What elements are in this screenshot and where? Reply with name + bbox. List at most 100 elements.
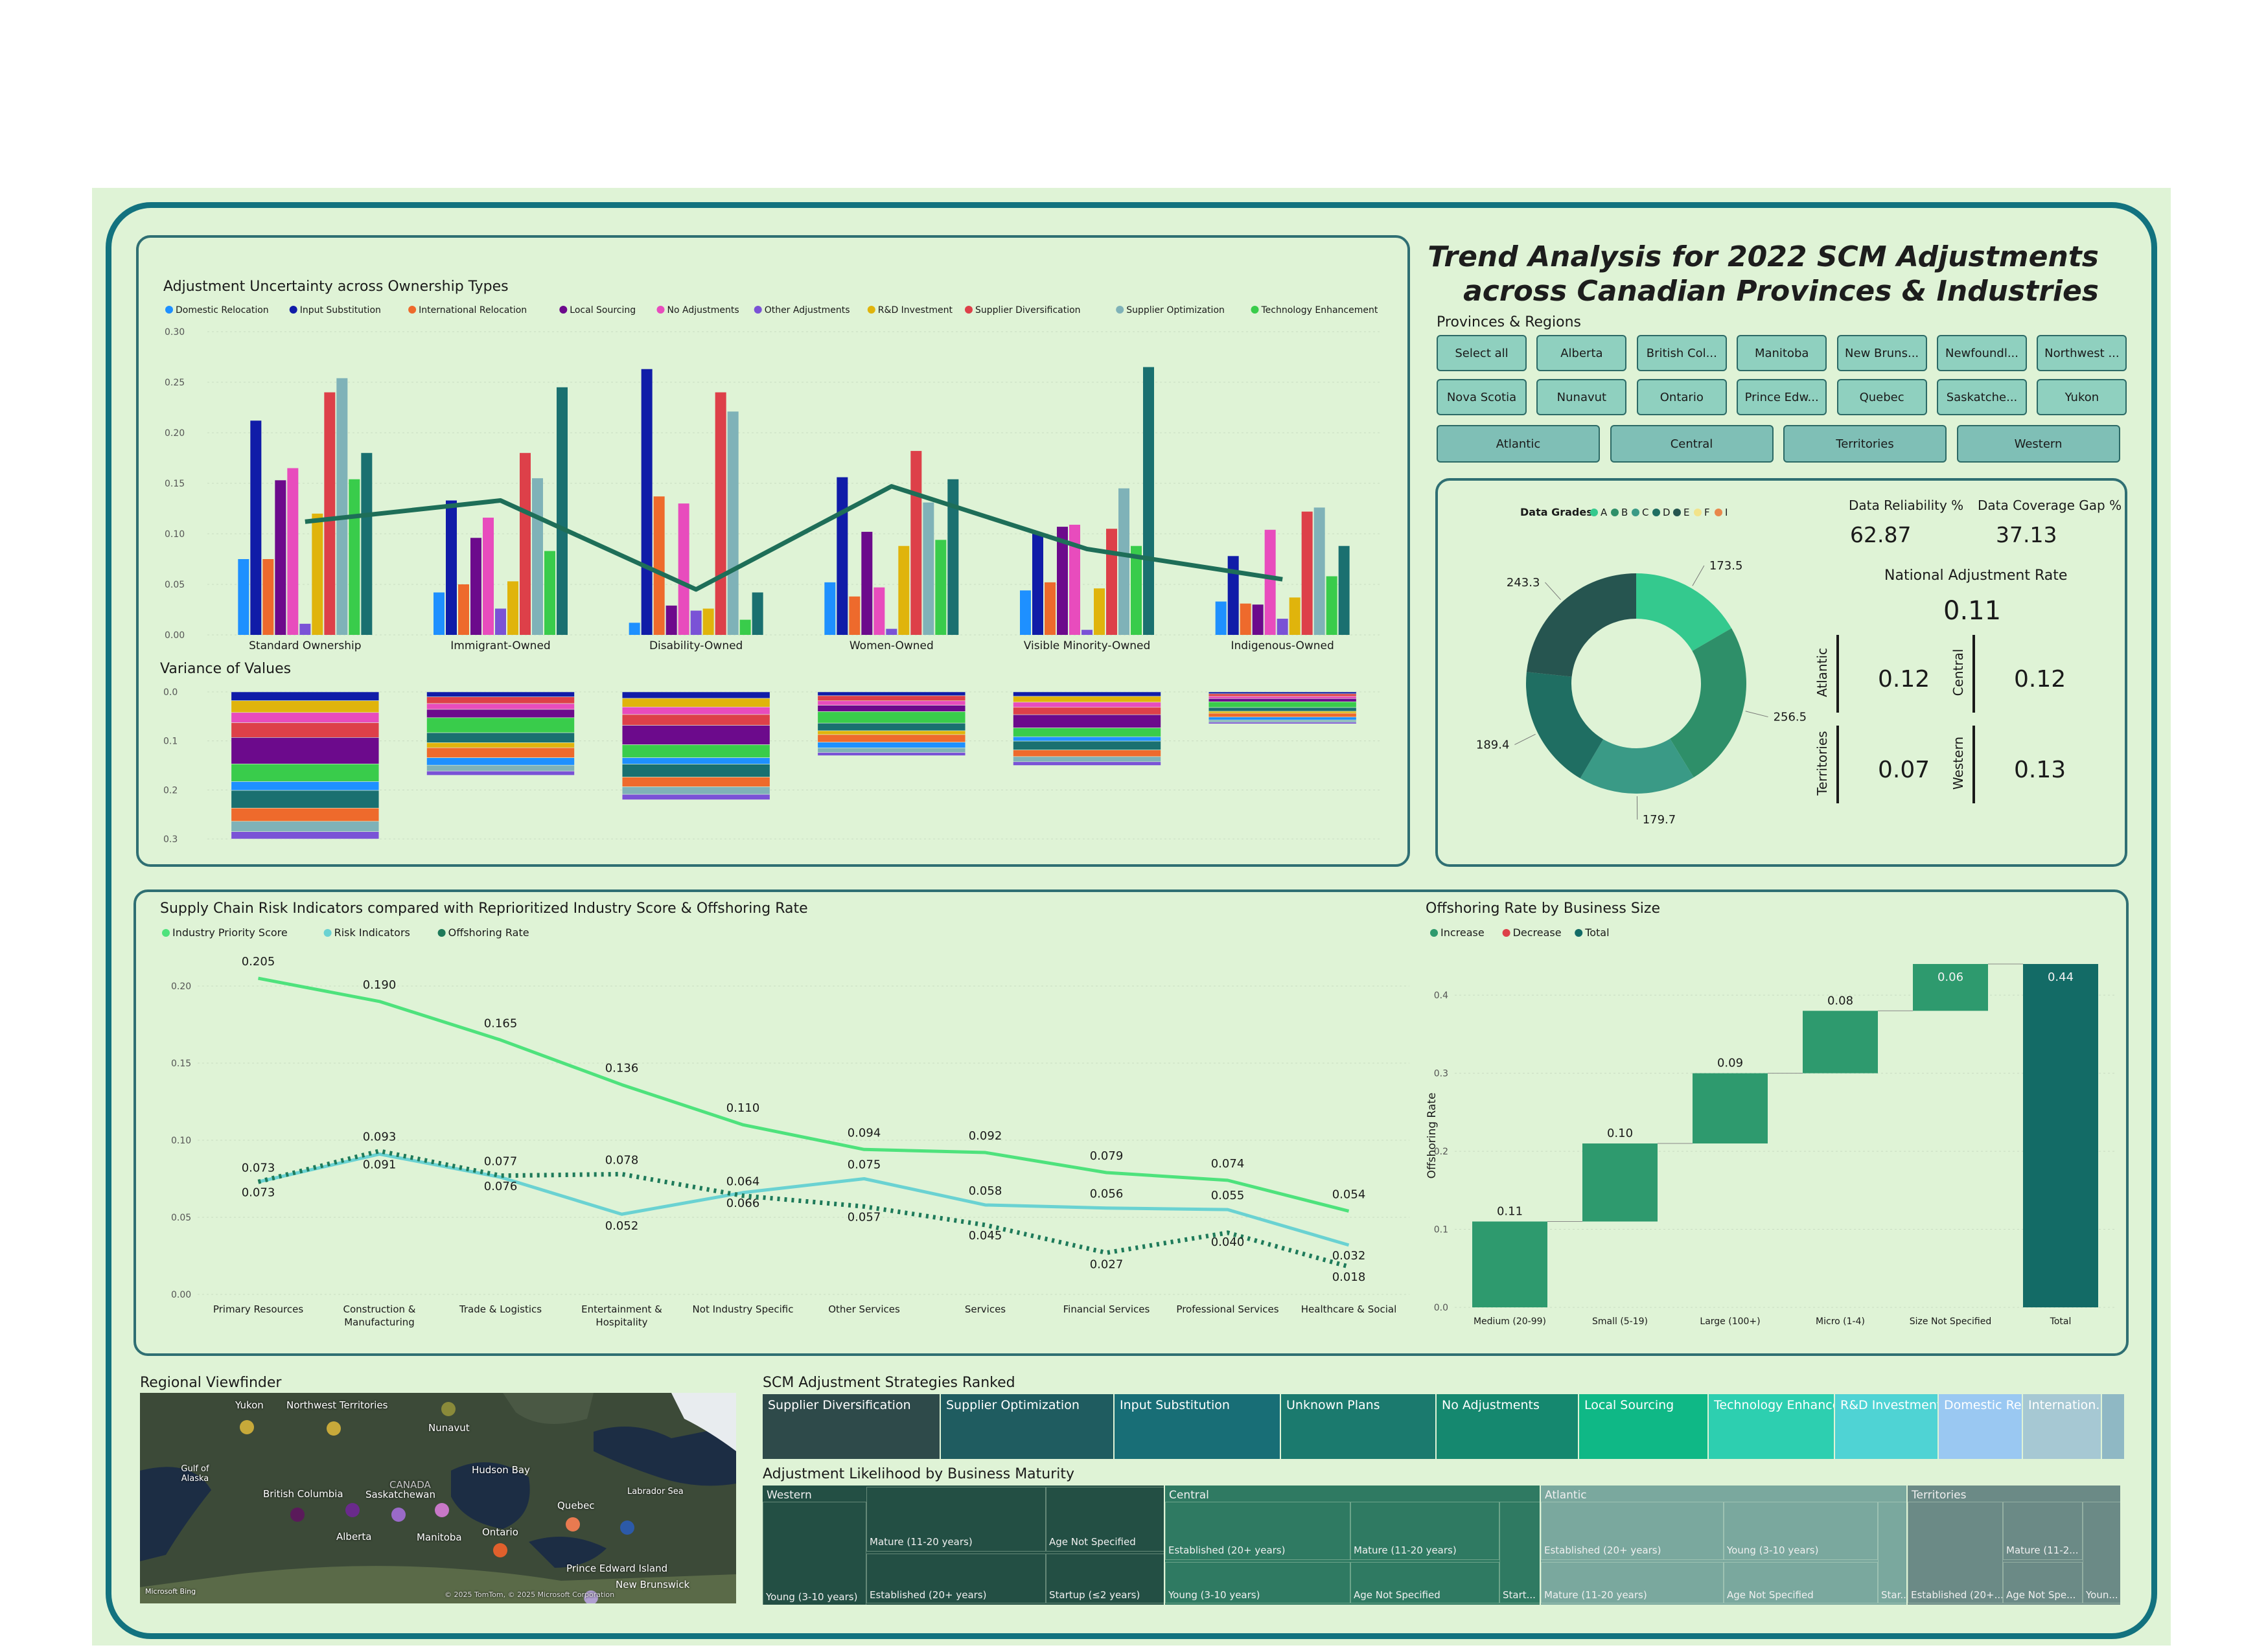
strategy-tile-8[interactable]: Domestic Rel... <box>1939 1394 2023 1459</box>
donut-legend-label-3: D <box>1663 507 1671 518</box>
bar-3-0 <box>824 582 836 635</box>
slicer-button-8[interactable]: Nunavut <box>1536 379 1627 415</box>
wf-legend-label-2: Total <box>1584 926 1609 939</box>
risk-line-chart[interactable]: Industry Priority Score Risk Indicators Of… <box>149 919 1419 1333</box>
bar-2-1 <box>641 369 653 635</box>
maturity-cell-0-0[interactable] <box>763 1502 866 1605</box>
strategy-tile-9[interactable]: Internation... <box>2023 1394 2102 1459</box>
line-series-0 <box>258 976 1350 1213</box>
slicer-button-0[interactable]: Select all <box>1437 335 1527 371</box>
slicer-button-2[interactable]: British Col... <box>1636 335 1727 371</box>
maturity-cell-1-2[interactable] <box>1350 1502 1499 1560</box>
slicer-button-3[interactable]: Manitoba <box>1737 335 1827 371</box>
maturity-cell-3-1[interactable] <box>2003 1502 2083 1560</box>
line-data-label-2-1: 0.093 <box>363 1130 397 1144</box>
slicer-button-11[interactable]: Quebec <box>1836 379 1927 415</box>
wf-bar-2 <box>1693 1073 1768 1144</box>
maturity-cell-0-4[interactable] <box>1046 1554 1164 1603</box>
line-ytick-4: 0.00 <box>171 1290 191 1300</box>
maturity-cell-0-2[interactable] <box>866 1554 1046 1603</box>
region-button-0[interactable]: Atlantic <box>1437 425 1600 463</box>
data-grades-donut[interactable]: Data Grades A B C D E F I 173.5 256.5 179.7 189.4 24… <box>1445 492 1847 855</box>
maturity-cell-2-0[interactable] <box>1541 1502 1724 1560</box>
strategy-tile-3[interactable]: Unknown Plans <box>1281 1394 1437 1459</box>
map-label-manitoba: Manitoba <box>417 1532 462 1543</box>
map-marker-saskatchewan[interactable] <box>391 1508 406 1522</box>
map-marker-nwt[interactable] <box>327 1421 341 1436</box>
map-marker-ontario[interactable] <box>493 1543 507 1557</box>
bar-3-8 <box>923 502 934 635</box>
variance-seg-4-5 <box>1013 728 1161 737</box>
strategy-tile-7[interactable]: R&D Investment <box>1835 1394 1939 1459</box>
line-xtick-8-0: Professional Services <box>1176 1303 1278 1315</box>
slicer-button-7[interactable]: Nova Scotia <box>1437 379 1527 415</box>
slicer-button-9[interactable]: Ontario <box>1636 379 1727 415</box>
maturity-group-3[interactable] <box>1908 1486 2122 1605</box>
variance-seg-2-0 <box>621 691 770 699</box>
maturity-cell-2-3[interactable] <box>1724 1562 1878 1603</box>
map-marker-manitoba[interactable] <box>435 1503 449 1517</box>
strategy-tile-1[interactable]: Supplier Optimization <box>941 1394 1115 1459</box>
legend-marker-5 <box>754 306 762 314</box>
map-marker-bc[interactable] <box>290 1508 305 1522</box>
region-button-2[interactable]: Territories <box>1783 425 1947 463</box>
maturity-cell-3-0[interactable] <box>1908 1502 2003 1603</box>
region-divider-1 <box>1972 635 1975 713</box>
maturity-cell-2-2[interactable] <box>1724 1502 1878 1560</box>
strategy-tile-10[interactable] <box>2102 1394 2125 1459</box>
strategy-tile-6[interactable]: Technology Enhance... <box>1709 1394 1835 1459</box>
regional-map[interactable]: Yukon Northwest Territories Nunavut Gulf… <box>140 1393 736 1603</box>
strategy-tile-2[interactable]: Input Substitution <box>1115 1394 1281 1459</box>
map-marker-nunavut[interactable] <box>441 1402 456 1416</box>
strategy-tile-0[interactable]: Supplier Diversification <box>763 1394 941 1459</box>
map-marker-nb[interactable] <box>620 1520 634 1535</box>
maturity-group-1[interactable] <box>1165 1486 1541 1605</box>
maturity-cell-2-1[interactable] <box>1541 1562 1724 1603</box>
uncertainty-chart[interactable]: Domestic Relocation Input Substitution Int… <box>156 298 1387 661</box>
map-marker-yukon[interactable] <box>240 1420 254 1434</box>
slicer-button-13[interactable]: Yukon <box>2037 379 2127 415</box>
legend-label-8: Supplier Optimization <box>1126 305 1225 315</box>
maturity-cell-0-1[interactable] <box>866 1487 1046 1552</box>
variance-seg-4-6 <box>1013 736 1161 742</box>
region-divider-0 <box>1836 635 1839 713</box>
slicer-button-4[interactable]: New Bruns... <box>1836 335 1927 371</box>
wf-bar-3 <box>1803 1011 1878 1073</box>
region-button-1[interactable]: Central <box>1610 425 1774 463</box>
maturity-cell-3-2[interactable] <box>2003 1562 2083 1603</box>
slicer-button-10[interactable]: Prince Edw... <box>1737 379 1827 415</box>
offshoring-waterfall-chart[interactable]: Increase Decrease Total 0.4 0.3 0.2 0.1 0.0 Offs… <box>1422 919 2122 1333</box>
slicer-button-5[interactable]: Newfoundl... <box>1937 335 2027 371</box>
slicer-button-12[interactable]: Saskatche... <box>1937 379 2027 415</box>
line-data-label-2-0: 0.073 <box>242 1161 275 1175</box>
maturity-cell-0-3[interactable] <box>1046 1487 1164 1552</box>
region-kpi-label-2: Territories <box>1814 731 1830 796</box>
variance-chart[interactable]: 0.0 0.1 0.2 0.3 <box>156 680 1387 849</box>
slicer-button-1[interactable]: Alberta <box>1536 335 1627 371</box>
maturity-cell-label-1-2: Mature (11-20 years) <box>1354 1544 1457 1556</box>
map-terrain <box>140 1393 736 1603</box>
map-label-nb: New Brunswick <box>616 1579 690 1590</box>
maturity-cell-1-1[interactable] <box>1165 1562 1350 1603</box>
wf-data-label-3: 0.08 <box>1827 994 1853 1007</box>
strategy-tile-4[interactable]: No Adjustments <box>1437 1394 1579 1459</box>
variance-seg-1-9 <box>426 764 575 772</box>
line-series-2 <box>257 1149 1350 1269</box>
bar-0-3 <box>275 480 286 635</box>
maturity-cell-1-4[interactable] <box>1499 1502 1541 1603</box>
bar-0-6 <box>312 513 323 635</box>
maturity-cell-3-3[interactable] <box>2083 1502 2122 1603</box>
maturity-cell-2-4[interactable] <box>1878 1502 1908 1603</box>
region-button-3[interactable]: Western <box>1956 425 2120 463</box>
map-marker-alberta[interactable] <box>345 1503 360 1517</box>
map-marker-quebec[interactable] <box>566 1517 580 1532</box>
maturity-cell-1-0[interactable] <box>1165 1502 1350 1560</box>
maturity-cell-1-3[interactable] <box>1350 1562 1499 1603</box>
variance-seg-2-3 <box>621 714 770 726</box>
strategy-tile-5[interactable]: Local Sourcing <box>1579 1394 1709 1459</box>
maturity-group-2[interactable] <box>1541 1486 1908 1605</box>
donut-legend-label-4: E <box>1683 507 1689 518</box>
map-marker-pei[interactable] <box>584 1590 598 1603</box>
maturity-group-0[interactable] <box>763 1486 1165 1605</box>
slicer-button-6[interactable]: Northwest ... <box>2037 335 2127 371</box>
